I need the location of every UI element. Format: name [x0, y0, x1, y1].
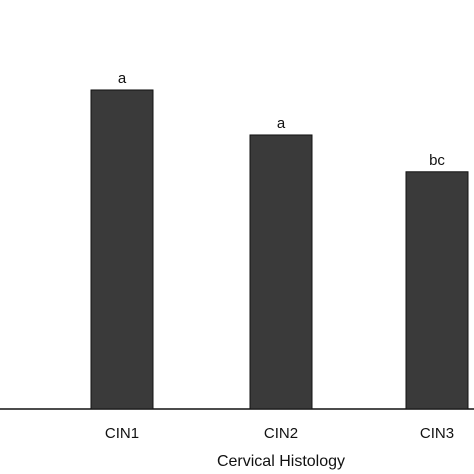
bar-cin3: [405, 171, 469, 410]
x-tick-label-cin3: CIN3: [420, 425, 454, 442]
x-tick-label-cin2: CIN2: [264, 425, 298, 442]
significance-label-cin3: bc: [429, 152, 445, 169]
x-tick-label-cin1: CIN1: [105, 425, 139, 442]
significance-label-cin2: a: [277, 115, 286, 132]
significance-label-cin1: a: [118, 70, 127, 87]
x-tick-labels-group: CIN1 CIN2 CIN3: [105, 425, 454, 442]
bar-cin2: [249, 134, 313, 410]
bar-cin1: [90, 89, 154, 410]
bars-group: [90, 89, 469, 410]
significance-labels-group: a a bc: [118, 70, 446, 169]
x-axis-title: Cervical Histology: [217, 453, 345, 470]
